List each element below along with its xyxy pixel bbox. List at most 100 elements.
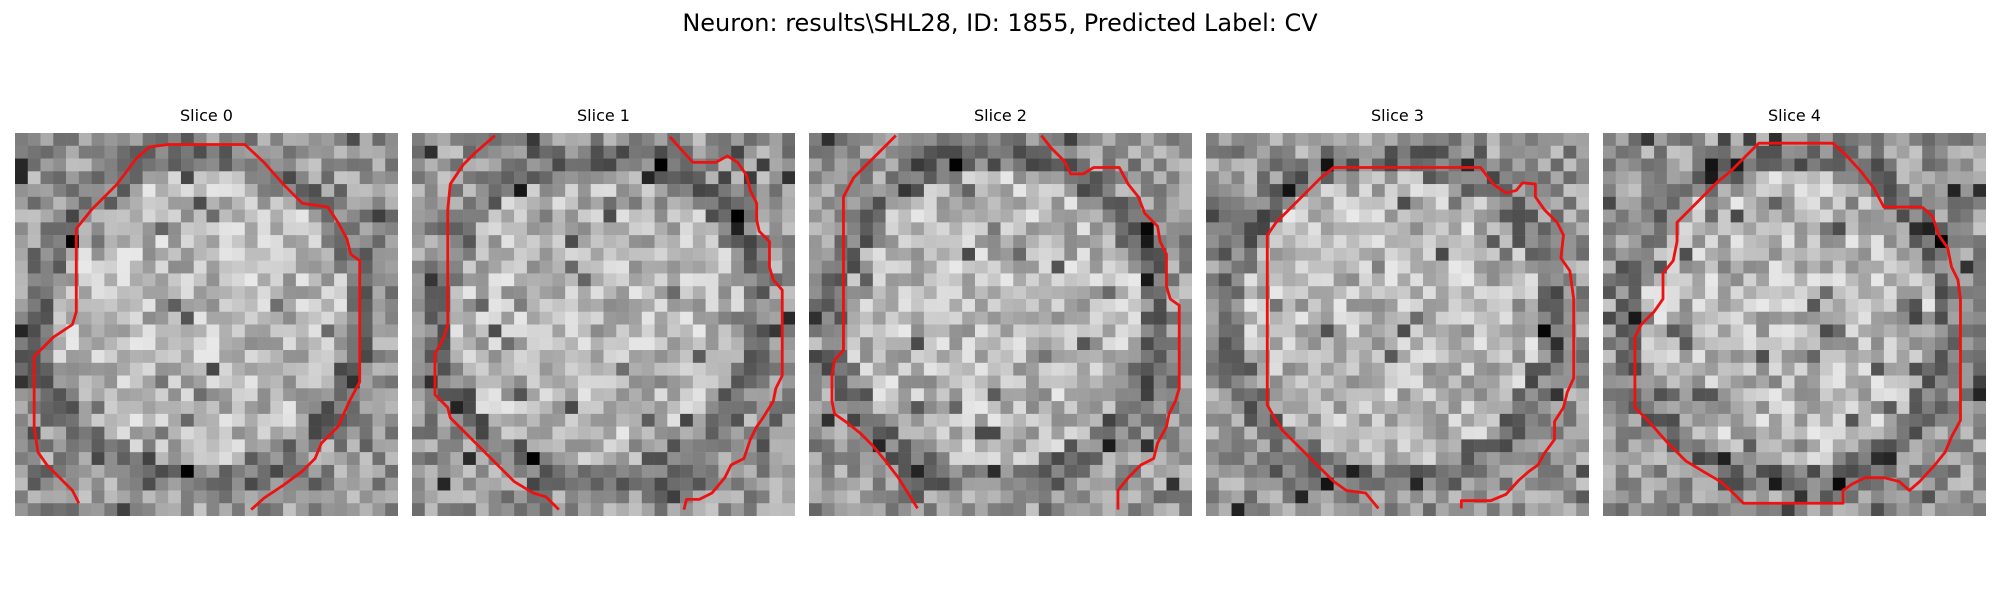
pixel: [1026, 286, 1040, 300]
pixel: [1550, 452, 1564, 466]
pixel: [782, 337, 795, 351]
pixel: [15, 362, 29, 376]
pixel: [552, 260, 566, 274]
pixel: [475, 184, 489, 198]
pixel: [463, 133, 477, 147]
pixel: [705, 503, 719, 516]
pixel: [718, 184, 732, 198]
pixel: [1218, 158, 1232, 172]
pixel: [372, 298, 386, 312]
pixel: [1410, 350, 1424, 364]
pixel: [1563, 503, 1577, 516]
pixel: [616, 350, 630, 364]
pixel: [1781, 477, 1795, 491]
pixel: [501, 184, 515, 198]
pixel: [359, 209, 373, 223]
pixel: [1308, 477, 1322, 491]
pixel: [1820, 235, 1834, 249]
pixel: [385, 298, 398, 312]
pixel: [898, 375, 912, 389]
pixel: [334, 311, 348, 325]
pixel: [1615, 133, 1629, 147]
pixel: [885, 413, 899, 427]
pixel: [450, 350, 464, 364]
pixel: [1973, 235, 1986, 249]
pixel: [603, 133, 617, 147]
pixel: [1883, 311, 1897, 325]
pixel: [1026, 184, 1040, 198]
pixel: [1346, 439, 1360, 453]
pixel: [475, 171, 489, 185]
pixel: [1781, 247, 1795, 261]
pixel: [1140, 388, 1154, 402]
pixel: [53, 171, 67, 185]
pixel: [1679, 375, 1693, 389]
pixel: [1051, 350, 1065, 364]
pixel: [1960, 235, 1974, 249]
pixel: [809, 503, 823, 516]
pixel: [809, 247, 823, 261]
pixel: [705, 145, 719, 159]
pixel: [769, 503, 783, 516]
pixel: [1269, 401, 1283, 415]
pixel: [1909, 247, 1923, 261]
pixel: [872, 286, 886, 300]
pixel: [1077, 413, 1091, 427]
pixel: [412, 196, 426, 210]
pixel: [66, 133, 80, 147]
pixel: [860, 260, 874, 274]
pixel: [1448, 171, 1462, 185]
pixel: [1934, 286, 1948, 300]
pixel: [1845, 439, 1859, 453]
pixel: [1756, 222, 1770, 236]
pixel: [321, 439, 335, 453]
pixel: [1537, 490, 1551, 504]
pixel: [860, 401, 874, 415]
pixel: [463, 426, 477, 440]
pixel: [1628, 247, 1642, 261]
pixel: [1461, 247, 1475, 261]
pixel: [1115, 133, 1129, 147]
pixel: [1153, 490, 1167, 504]
pixel: [1179, 158, 1192, 172]
pixel: [923, 464, 937, 478]
pixel: [590, 235, 604, 249]
pixel: [142, 286, 156, 300]
pixel: [1705, 247, 1719, 261]
pixel: [1641, 222, 1655, 236]
pixel: [1871, 452, 1885, 466]
pixel: [1512, 235, 1526, 249]
pixel: [1628, 413, 1642, 427]
pixel: [1359, 426, 1373, 440]
pixel: [629, 503, 643, 516]
pixel: [1140, 171, 1154, 185]
pixel: [718, 209, 732, 223]
pixel: [756, 324, 770, 338]
pixel: [27, 222, 41, 236]
pixel: [1333, 286, 1347, 300]
pixel: [1371, 337, 1385, 351]
pixel: [1371, 260, 1385, 274]
pixel: [1140, 222, 1154, 236]
pixel: [743, 222, 757, 236]
pixel: [1947, 222, 1961, 236]
pixel: [1883, 222, 1897, 236]
pixel: [1384, 273, 1398, 287]
pixel: [526, 350, 540, 364]
pixel: [1871, 247, 1885, 261]
pixel: [1666, 452, 1680, 466]
pixel: [1000, 413, 1014, 427]
pixel: [1947, 286, 1961, 300]
pixel: [1448, 145, 1462, 159]
pixel: [1730, 247, 1744, 261]
pixel: [1371, 362, 1385, 376]
pixel: [1525, 209, 1539, 223]
pixel: [590, 133, 604, 147]
pixel: [66, 375, 80, 389]
slice-title: Slice 1: [577, 106, 630, 125]
pixel: [334, 145, 348, 159]
pixel: [1038, 298, 1052, 312]
pixel: [40, 350, 54, 364]
pixel: [1845, 286, 1859, 300]
pixel: [1153, 477, 1167, 491]
